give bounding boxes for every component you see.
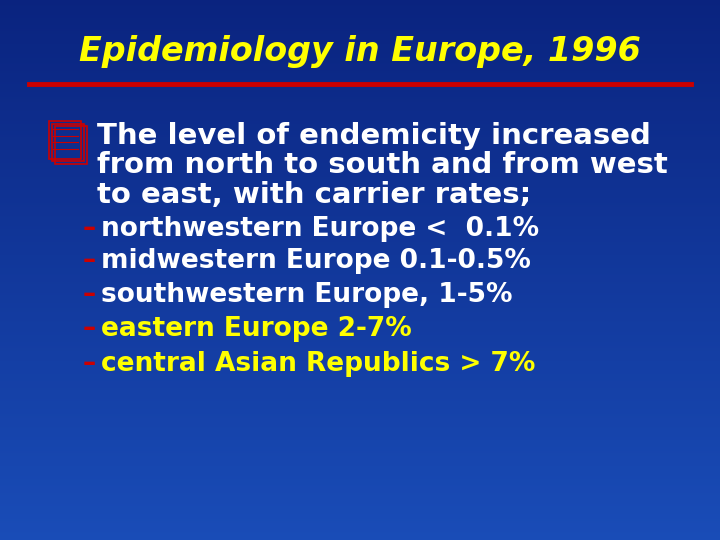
Text: from north to south and from west: from north to south and from west — [97, 151, 668, 179]
Text: central Asian Republics > 7%: central Asian Republics > 7% — [101, 351, 535, 377]
Text: –: – — [83, 216, 96, 242]
Text: midwestern Europe 0.1-0.5%: midwestern Europe 0.1-0.5% — [101, 248, 531, 274]
Text: northwestern Europe <  0.1%: northwestern Europe < 0.1% — [101, 216, 539, 242]
Text: The level of endemicity increased: The level of endemicity increased — [97, 122, 651, 150]
Text: eastern Europe 2-7%: eastern Europe 2-7% — [101, 316, 412, 342]
Text: –: – — [83, 316, 96, 342]
Text: to east, with carrier rates;: to east, with carrier rates; — [97, 181, 531, 209]
Text: –: – — [83, 351, 96, 377]
Text: Epidemiology in Europe, 1996: Epidemiology in Europe, 1996 — [79, 35, 641, 68]
Text: southwestern Europe, 1-5%: southwestern Europe, 1-5% — [101, 282, 513, 308]
Text: –: – — [83, 282, 96, 308]
Text: –: – — [83, 248, 96, 274]
